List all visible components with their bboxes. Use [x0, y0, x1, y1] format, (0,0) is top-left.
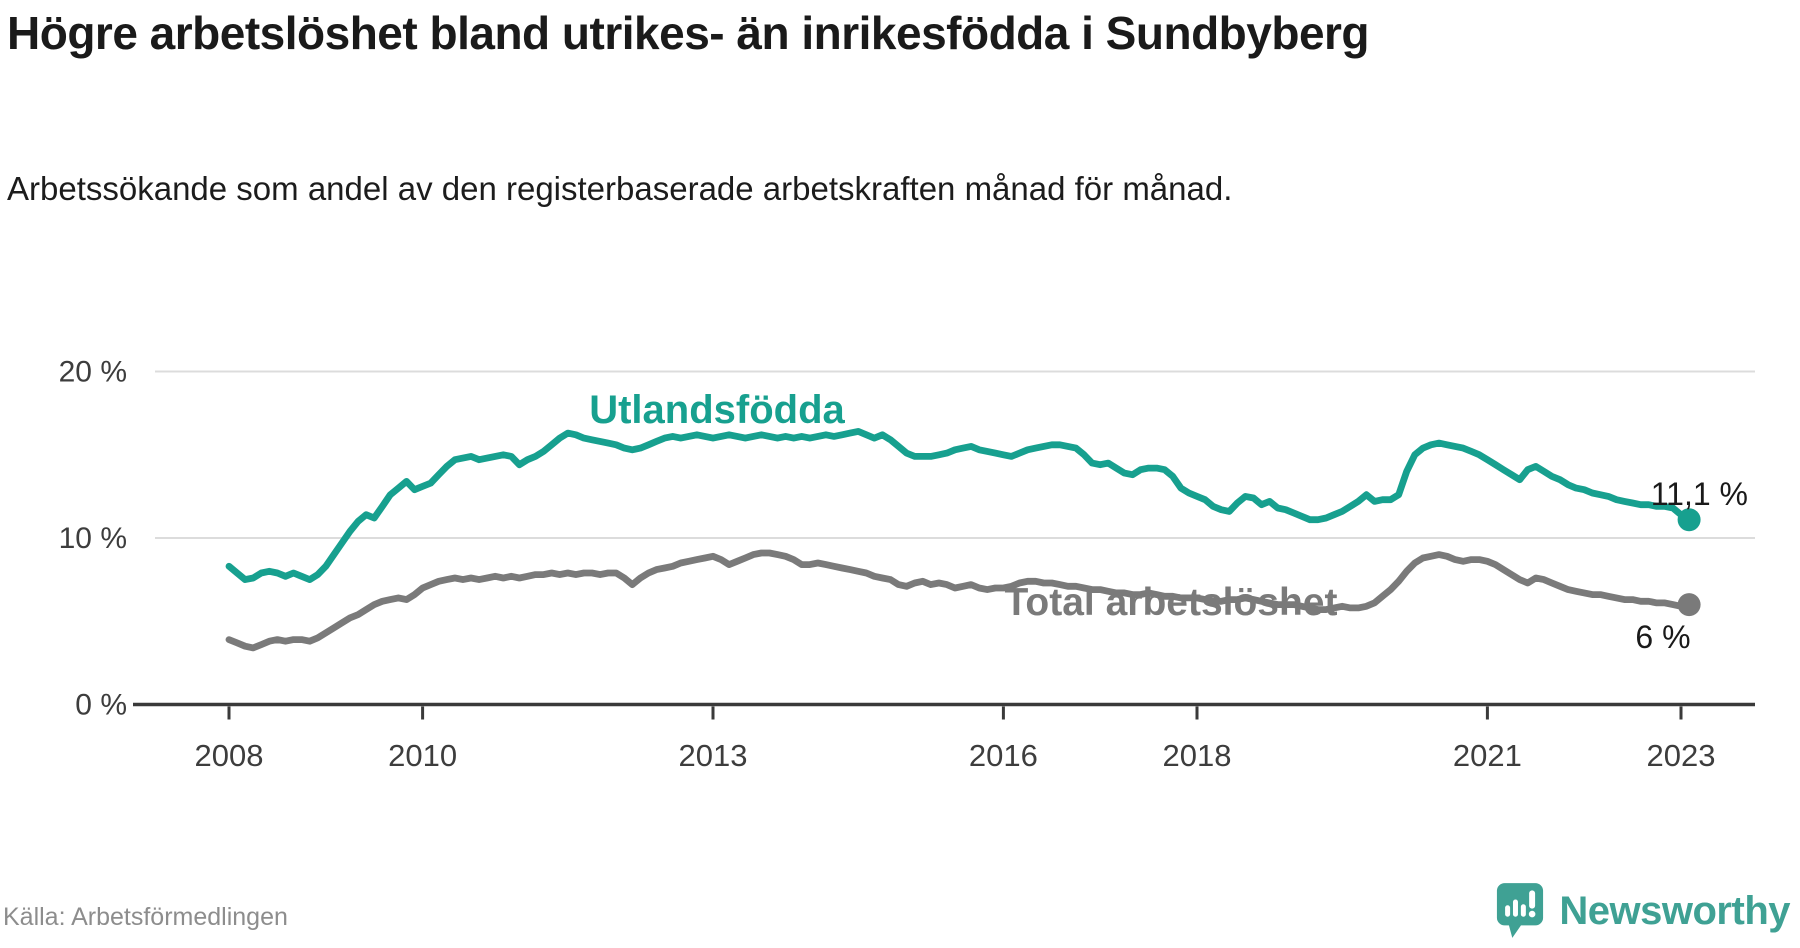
newsworthy-wordmark: Newsworthy: [1559, 888, 1790, 933]
utlandsfodda-series-line: [225, 428, 1693, 583]
utlandsfodda-series-label: Utlandsfödda: [589, 388, 845, 432]
total-arbetsloshet-series-label: Total arbetslöshet: [1004, 581, 1337, 624]
source-attribution: Källa: Arbetsförmedlingen: [3, 903, 288, 931]
total-arbetsloshet-end-dot: [1677, 593, 1701, 617]
newsworthy-speech-bubble-chart-icon: [1497, 883, 1544, 938]
x-axis-label-2021: 2021: [1453, 738, 1522, 773]
y-axis-label-10: 10 %: [59, 522, 127, 555]
x-axis-label-2018: 2018: [1163, 738, 1232, 773]
utlandsfodda-end-value-label: 11,1 %: [1651, 476, 1748, 512]
newsworthy-branding: Newsworthy: [1495, 882, 1790, 940]
x-axis-label-2016: 2016: [969, 738, 1038, 773]
chart-subtitle: Arbetssökande som andel av den registerb…: [7, 170, 1233, 207]
x-axis-label-2008: 2008: [195, 738, 264, 773]
x-axis-label-2023: 2023: [1647, 738, 1716, 773]
total-arbetsloshet-end-value-label: 6 %: [1635, 619, 1690, 655]
page-title: Högre arbetslöshet bland utrikes- än inr…: [7, 7, 1370, 59]
y-axis-label-0: 0 %: [75, 689, 127, 722]
total-arbetsloshet-series-line: [225, 549, 1693, 652]
y-axis-label-20: 20 %: [59, 356, 127, 389]
x-axis-label-2013: 2013: [679, 738, 748, 773]
x-axis-label-2010: 2010: [388, 738, 457, 773]
utlandsfodda-end-dot: [1677, 508, 1701, 532]
